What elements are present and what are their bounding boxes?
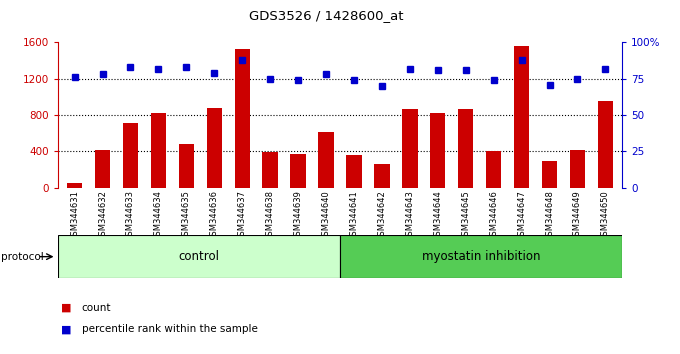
Bar [486, 152, 501, 188]
Text: ■: ■ [61, 324, 71, 334]
Bar [262, 152, 278, 188]
Text: protocol: protocol [1, 252, 44, 262]
Bar [123, 123, 138, 188]
Bar [514, 46, 529, 188]
Bar [346, 155, 362, 188]
Bar [374, 164, 390, 188]
Bar [179, 144, 194, 188]
Bar [598, 102, 613, 188]
Bar [207, 108, 222, 188]
Bar [318, 132, 334, 188]
Bar [542, 161, 557, 188]
Bar [58, 235, 340, 278]
Bar [458, 109, 473, 188]
Text: ■: ■ [61, 303, 71, 313]
Bar [95, 149, 110, 188]
Text: GDS3526 / 1428600_at: GDS3526 / 1428600_at [249, 9, 404, 22]
Text: percentile rank within the sample: percentile rank within the sample [82, 324, 258, 334]
Bar [290, 154, 306, 188]
Text: control: control [178, 250, 220, 263]
Bar [151, 113, 166, 188]
Text: count: count [82, 303, 111, 313]
Bar [430, 113, 445, 188]
Bar [402, 109, 418, 188]
Bar [67, 183, 82, 188]
Bar [570, 149, 585, 188]
Text: myostatin inhibition: myostatin inhibition [422, 250, 541, 263]
Bar [340, 235, 622, 278]
Bar [235, 49, 250, 188]
